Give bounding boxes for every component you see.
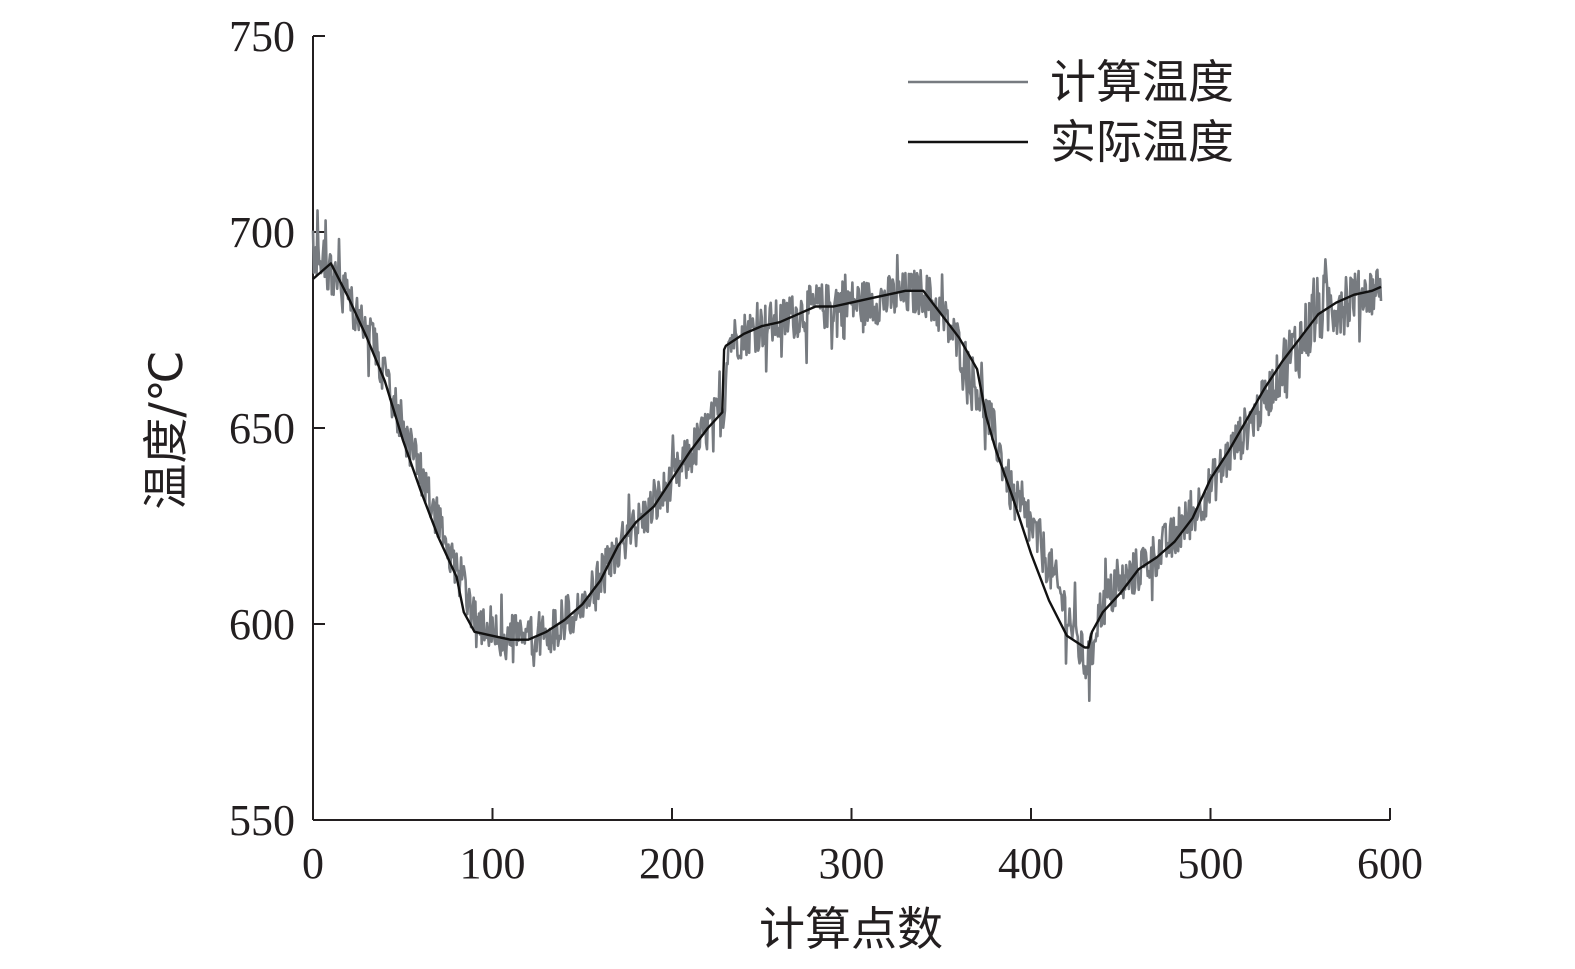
y-tick-label: 650	[229, 404, 295, 453]
series-layer	[311, 209, 1383, 702]
x-tick-label: 400	[998, 839, 1064, 888]
y-tick-label: 700	[229, 208, 295, 257]
x-tick-label: 100	[460, 839, 526, 888]
y-tick-label: 600	[229, 600, 295, 649]
x-axis-title: 计算点数	[759, 902, 943, 956]
x-tick-label: 0	[302, 839, 324, 888]
y-axis-title: 温度/℃	[139, 350, 193, 509]
series-line-calculated	[311, 209, 1383, 702]
series-line-actual	[312, 262, 1382, 649]
x-tick-label: 200	[639, 839, 705, 888]
x-tick-label: 600	[1357, 839, 1423, 888]
y-tick-label: 750	[229, 12, 295, 61]
axes: 550 600 650 700 750 0 100 200 300 400 500 600	[229, 12, 1423, 888]
legend-label: 实际温度	[1050, 115, 1234, 169]
x-tick-label: 500	[1178, 839, 1244, 888]
legend-label: 计算温度	[1050, 55, 1234, 109]
x-tick-label: 300	[819, 839, 885, 888]
y-tick-label: 550	[229, 796, 295, 845]
